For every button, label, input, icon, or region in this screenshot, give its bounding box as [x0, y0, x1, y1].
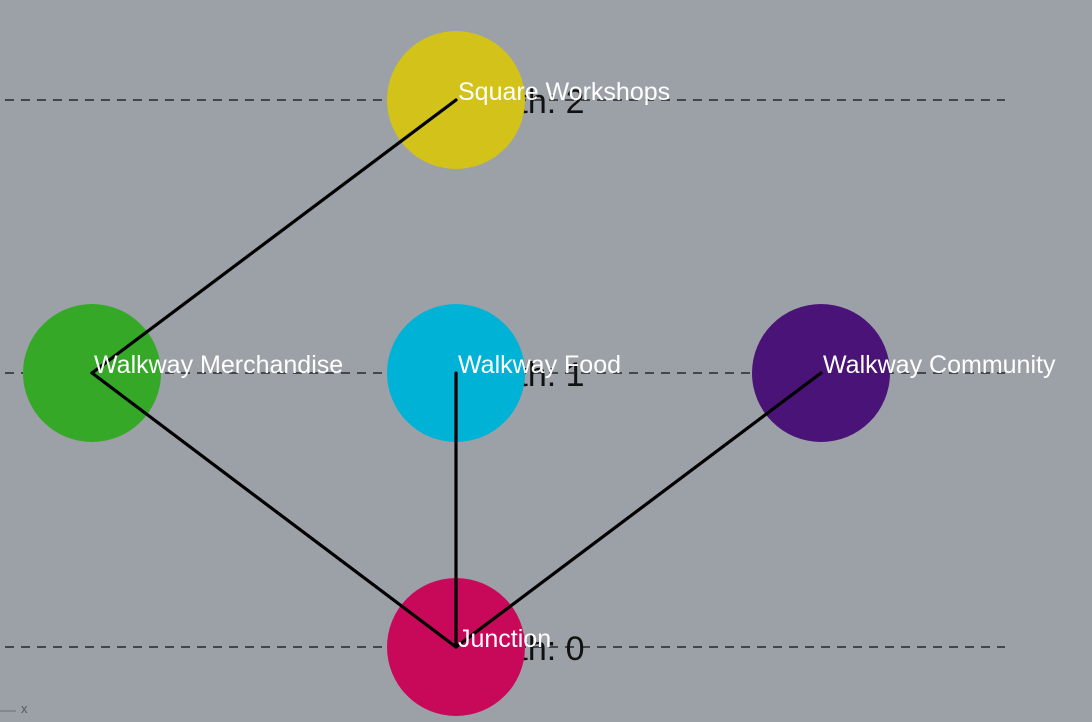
node-label-walkway-merchandise: Walkway Merchandise: [94, 351, 343, 379]
edge-junction-to-walkway-merchandise: [90, 371, 458, 649]
edge-junction-to-walkway-community: [454, 371, 823, 649]
node-label-walkway-community: Walkway Community: [823, 351, 1056, 379]
node-labels: Junction Walkway Merchandise Walkway Food W…: [94, 78, 1056, 653]
edges: [90, 98, 823, 649]
corner-axis-mark: x: [21, 701, 28, 716]
node-label-walkway-food: Walkway Food: [458, 351, 621, 379]
node-label-square-workshops: Square Workshops: [458, 78, 670, 106]
node-label-junction: Junction: [458, 625, 551, 653]
edge-walkway-merchandise-to-square-workshops: [90, 98, 458, 375]
